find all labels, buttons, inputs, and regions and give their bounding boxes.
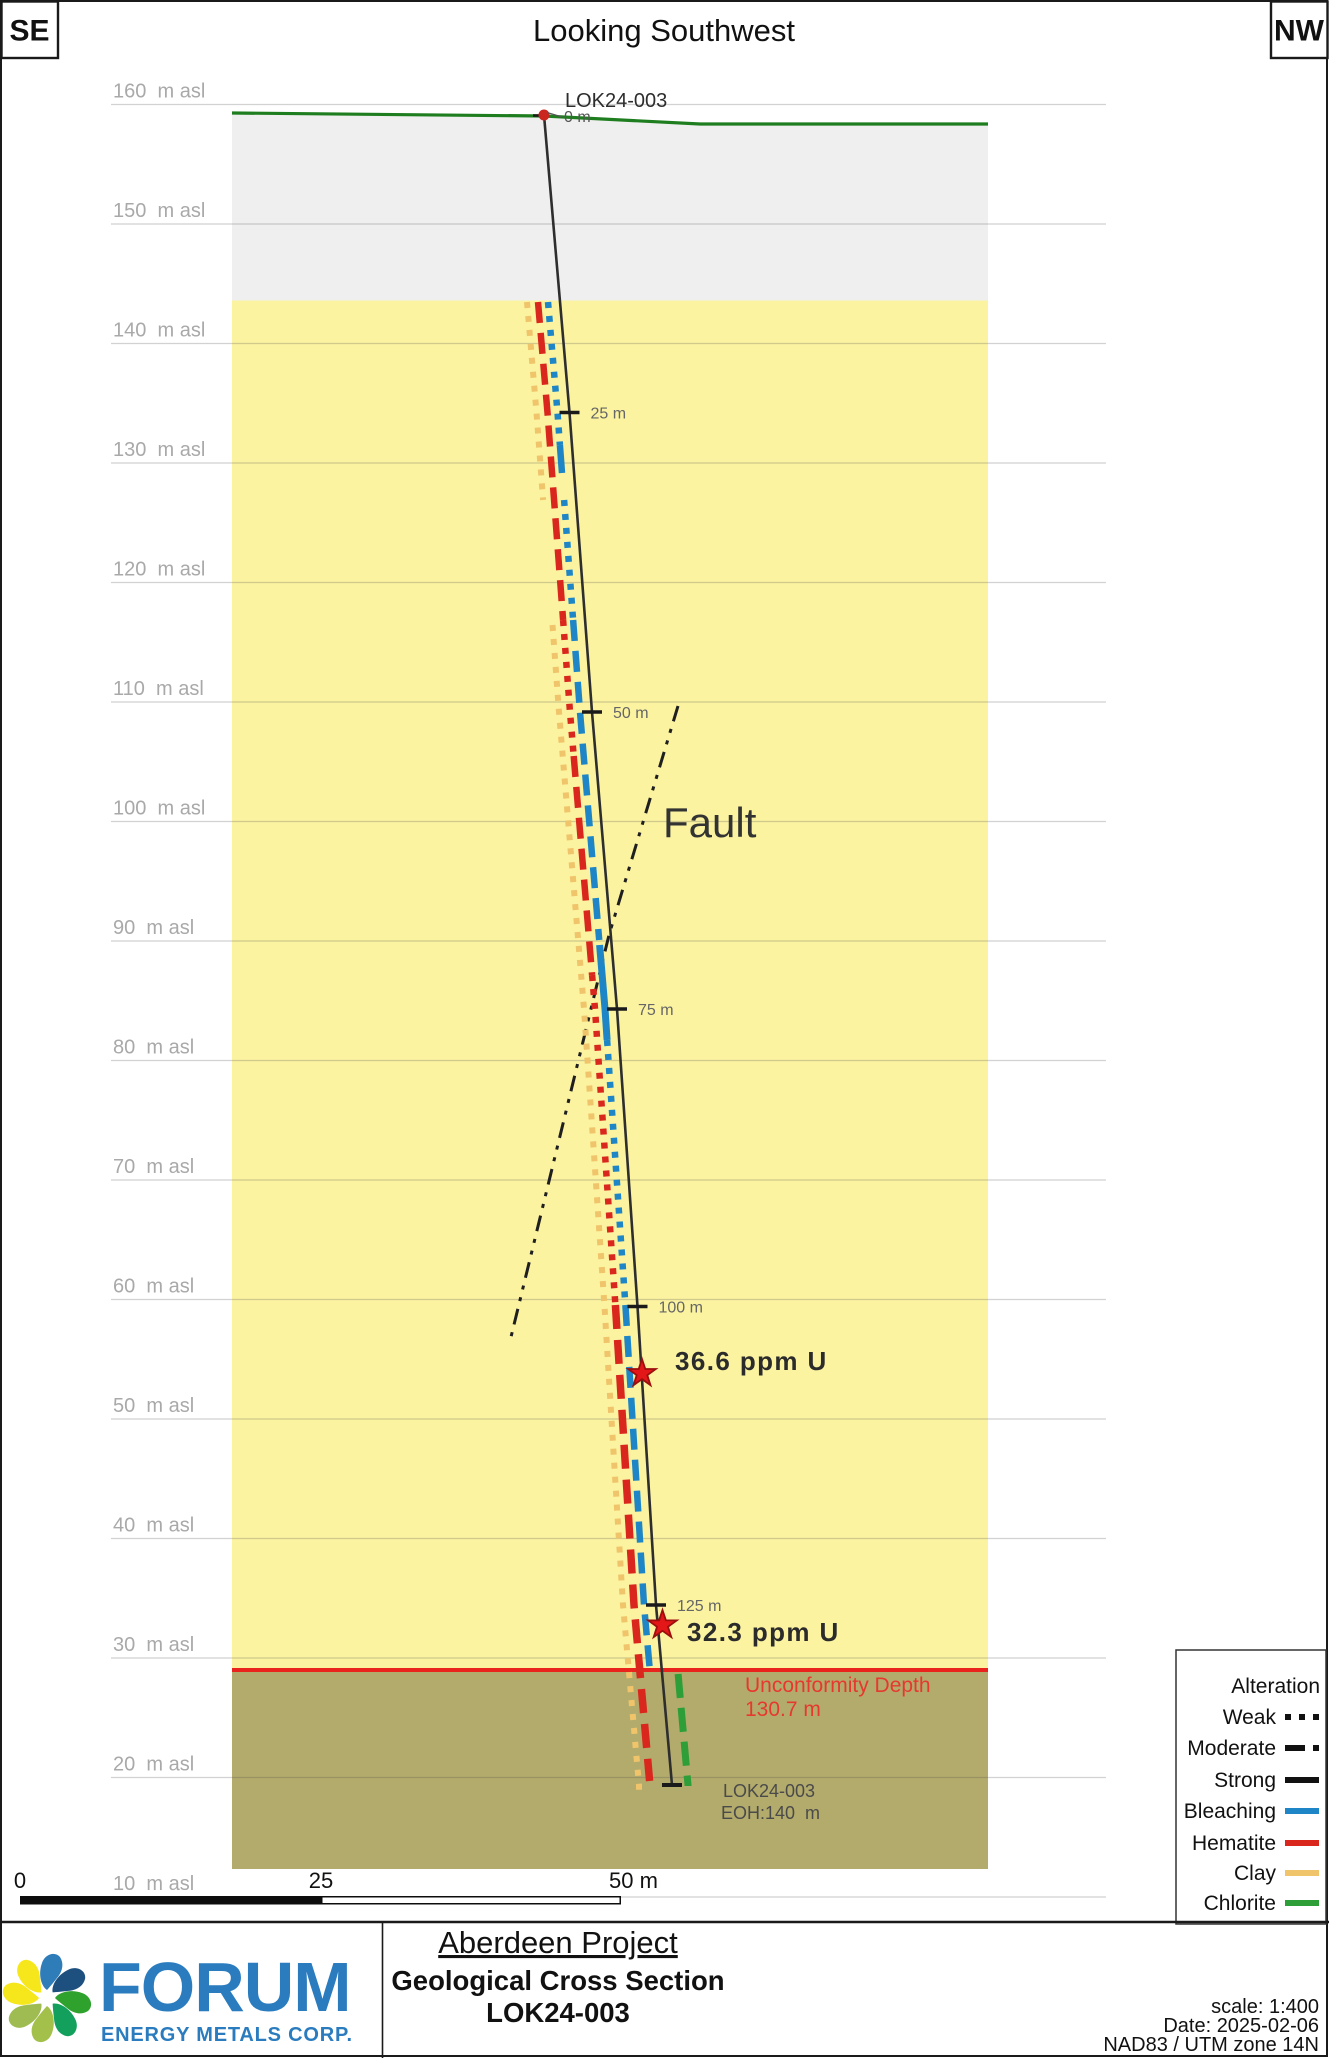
svg-text:40 m asl: 40 m asl (113, 1515, 194, 1537)
svg-text:80 m asl: 80 m asl (113, 1037, 194, 1059)
svg-text:150 m asl: 150 m asl (113, 200, 205, 222)
svg-text:Weak: Weak (1223, 1706, 1277, 1729)
svg-text:125 m: 125 m (677, 1598, 721, 1615)
svg-text:90 m asl: 90 m asl (113, 917, 194, 939)
svg-text:Clay: Clay (1234, 1862, 1277, 1885)
svg-text:Moderate: Moderate (1187, 1737, 1276, 1760)
svg-text:LOK24-003: LOK24-003 (486, 1997, 630, 2028)
svg-text:60 m asl: 60 m asl (113, 1276, 194, 1298)
svg-text:50 m: 50 m (613, 705, 649, 722)
svg-text:20 m asl: 20 m asl (113, 1754, 194, 1776)
svg-text:32.3 ppm U: 32.3 ppm U (687, 1617, 840, 1647)
svg-text:50 m asl: 50 m asl (113, 1395, 194, 1417)
svg-text:70 m asl: 70 m asl (113, 1156, 194, 1178)
svg-text:25: 25 (309, 1868, 333, 1893)
svg-text:36.6 ppm U: 36.6 ppm U (675, 1346, 828, 1376)
svg-text:ENERGY METALS CORP.: ENERGY METALS CORP. (101, 2024, 353, 2046)
svg-text:FORUM: FORUM (99, 1948, 351, 2026)
svg-text:100 m asl: 100 m asl (113, 798, 205, 820)
svg-text:NAD83 / UTM zone 14N: NAD83 / UTM zone 14N (1103, 2034, 1319, 2056)
svg-text:Unconformity Depth: Unconformity Depth (745, 1674, 931, 1697)
svg-text:140 m asl: 140 m asl (113, 320, 205, 342)
svg-text:Fault: Fault (663, 799, 757, 846)
svg-text:100 m: 100 m (659, 1300, 703, 1317)
svg-text:Geological Cross Section: Geological Cross Section (391, 1965, 724, 1996)
svg-text:130.7 m: 130.7 m (745, 1698, 821, 1721)
svg-text:Chlorite: Chlorite (1204, 1892, 1276, 1915)
svg-text:Strong: Strong (1214, 1769, 1276, 1792)
svg-text:scale: 1:400: scale: 1:400 (1211, 1996, 1319, 2018)
svg-text:Aberdeen Project: Aberdeen Project (438, 1925, 678, 1960)
svg-text:Looking Southwest: Looking Southwest (533, 13, 795, 48)
svg-text:75 m: 75 m (638, 1002, 674, 1019)
svg-text:Bleaching: Bleaching (1184, 1800, 1276, 1823)
svg-text:50 m: 50 m (609, 1868, 658, 1893)
svg-text:NW: NW (1274, 15, 1325, 48)
svg-text:EOH:140 m: EOH:140 m (721, 1803, 820, 1823)
svg-text:120 m asl: 120 m asl (113, 559, 205, 581)
svg-text:30 m asl: 30 m asl (113, 1634, 194, 1656)
svg-text:LOK24-003: LOK24-003 (723, 1781, 815, 1801)
svg-text:25 m: 25 m (591, 406, 627, 423)
svg-text:0: 0 (14, 1868, 26, 1893)
svg-text:Alteration: Alteration (1231, 1675, 1320, 1698)
svg-text:LOK24-003: LOK24-003 (565, 90, 667, 112)
svg-text:110 m asl: 110 m asl (113, 678, 204, 700)
svg-text:160 m asl: 160 m asl (113, 81, 205, 103)
svg-text:Date: 2025-02-06: Date: 2025-02-06 (1163, 2015, 1319, 2037)
svg-text:SE: SE (9, 15, 49, 48)
svg-text:130 m asl: 130 m asl (113, 439, 205, 461)
svg-text:Hematite: Hematite (1192, 1832, 1276, 1855)
svg-text:0 m: 0 m (564, 109, 591, 126)
svg-text:10 m asl: 10 m asl (113, 1873, 194, 1895)
